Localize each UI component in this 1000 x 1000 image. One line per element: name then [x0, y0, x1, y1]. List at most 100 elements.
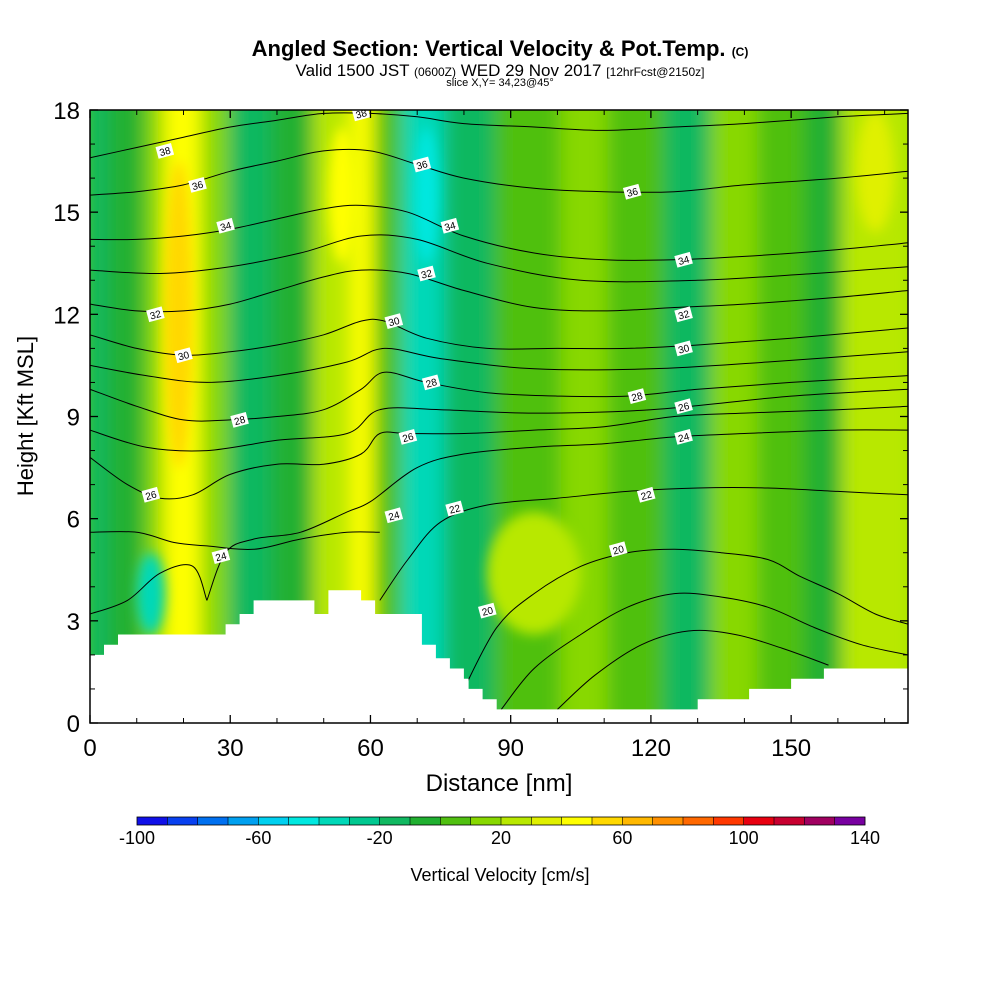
- svg-text:24: 24: [387, 510, 401, 524]
- isotherm-label-26: 26: [141, 486, 161, 503]
- svg-text:36: 36: [191, 179, 205, 193]
- x-tick-label: 60: [357, 735, 384, 762]
- colorbar-swatch: [774, 817, 805, 825]
- svg-text:26: 26: [677, 401, 691, 415]
- svg-text:22: 22: [640, 489, 654, 503]
- y-tick-label: 9: [67, 405, 80, 432]
- svg-text:24: 24: [677, 431, 691, 445]
- chart-subtitle: Valid 1500 JST (0600Z) WED 29 Nov 2017 […: [295, 61, 705, 80]
- svg-text:26: 26: [144, 489, 158, 503]
- isotherm-label-28: 28: [627, 388, 647, 405]
- isotherm-label-28: 28: [230, 412, 249, 428]
- svg-text:28: 28: [630, 391, 644, 405]
- svg-text:30: 30: [387, 316, 401, 330]
- colorbar-swatch: [440, 817, 471, 825]
- velocity-cell-0: [164, 161, 193, 468]
- svg-text:20: 20: [612, 544, 626, 558]
- isotherm-label-34: 34: [674, 251, 693, 268]
- svg-text:30: 30: [677, 343, 691, 357]
- x-tick-label: 120: [631, 735, 671, 762]
- isotherm-label-36: 36: [622, 183, 642, 200]
- isotherm-label-36: 36: [412, 156, 432, 173]
- svg-text:24: 24: [214, 551, 228, 565]
- colorbar-swatch: [319, 817, 350, 825]
- y-tick-label: 18: [53, 98, 80, 125]
- x-tick-label: 90: [497, 735, 524, 762]
- isotherm-label-28: 28: [421, 374, 441, 391]
- isotherm-line-minor-14: [557, 629, 829, 710]
- isotherm-label-22: 22: [445, 500, 464, 517]
- x-axis: 0 30 60 90 120 150: [83, 110, 886, 762]
- colorbar-swatch: [743, 817, 775, 825]
- velocity-cell-3: [136, 552, 165, 635]
- isotherm-line-minor-10: [90, 347, 908, 383]
- contour-labels: 20 20 22 22 24 24 24 26 26 26 28 28 28 30 30 30 32 32 32 34…: [141, 110, 693, 619]
- colorbar-label: Vertical Velocity [cm/s]: [410, 865, 589, 885]
- svg-text:34: 34: [219, 220, 233, 234]
- colorbar-swatch: [349, 817, 380, 825]
- colorbar-swatch: [652, 817, 684, 825]
- colorbar-tick-label: -20: [367, 828, 393, 848]
- isotherm-label-38: 38: [155, 143, 175, 159]
- colorbar-swatch: [834, 817, 866, 825]
- colorbar-swatch: [379, 817, 411, 825]
- isotherm-label-30: 30: [384, 313, 404, 330]
- terrain: [90, 590, 908, 723]
- isotherm-label-34: 34: [440, 217, 460, 234]
- isotherm-line-28: [90, 371, 908, 422]
- slice-caption: slice X,Y= 34,23@45°: [446, 77, 554, 89]
- svg-text:28: 28: [233, 414, 247, 428]
- svg-text:36: 36: [415, 159, 429, 173]
- colorbar-swatch: [258, 817, 289, 825]
- colorbar-swatch: [167, 817, 198, 825]
- isotherm-label-24: 24: [211, 548, 231, 565]
- potential-temperature-contours: [90, 112, 908, 710]
- isotherm-label-24: 24: [384, 507, 404, 524]
- velocity-cell-5: [856, 110, 894, 233]
- colorbar-swatch: [137, 817, 168, 825]
- svg-text:34: 34: [677, 254, 691, 268]
- svg-text:32: 32: [149, 309, 163, 323]
- isotherm-line-minor-15: [90, 564, 208, 615]
- y-tick-label: 12: [53, 302, 80, 329]
- colorbar-tick-label: 100: [729, 828, 759, 848]
- y-tick-label: 6: [67, 507, 80, 534]
- svg-text:32: 32: [677, 309, 691, 323]
- velocity-cell-4: [487, 511, 581, 635]
- colorbar-swatch: [561, 817, 593, 825]
- svg-text:38: 38: [158, 145, 172, 159]
- isotherm-label-20: 20: [478, 602, 497, 619]
- x-tick-label: 150: [771, 735, 811, 762]
- svg-text:34: 34: [443, 220, 457, 234]
- isotherm-label-34: 34: [216, 217, 235, 234]
- isotherm-line-minor-16: [90, 531, 380, 551]
- svg-text:26: 26: [401, 431, 415, 445]
- isotherm-label-36: 36: [188, 177, 207, 193]
- colorbar-swatch: [622, 817, 653, 825]
- isotherm-line-26: [90, 405, 908, 500]
- isotherm-label-24: 24: [674, 429, 693, 445]
- svg-text:32: 32: [420, 268, 434, 282]
- x-tick-label: 30: [217, 735, 244, 762]
- y-tick-label: 0: [67, 711, 80, 738]
- x-axis-label: Distance [nm]: [426, 770, 573, 797]
- velocity-cell-2: [414, 127, 439, 264]
- isotherm-line-minor-12: [90, 388, 908, 452]
- colorbar-tick-label: 60: [612, 828, 632, 848]
- isotherm-label-20: 20: [608, 541, 628, 558]
- svg-text:30: 30: [177, 350, 191, 364]
- colorbar-swatch: [804, 817, 835, 825]
- isotherm-line-minor-11: [90, 234, 908, 283]
- plot-area: 20 20 22 22 24 24 24 26 26 26 28 28 28 30 30 30 32 32 32 34…: [90, 110, 908, 723]
- velocity-cell-1: [328, 127, 357, 264]
- isotherm-line-22: [379, 487, 908, 601]
- colorbar-tick-label: -60: [245, 828, 271, 848]
- y-axis-label: Height [Kft MSL]: [13, 336, 38, 496]
- colorbar-swatch: [228, 817, 259, 825]
- svg-text:22: 22: [448, 503, 462, 517]
- svg-text:36: 36: [626, 186, 640, 200]
- colorbar-tick-label: 20: [491, 828, 511, 848]
- isotherm-label-30: 30: [174, 347, 193, 364]
